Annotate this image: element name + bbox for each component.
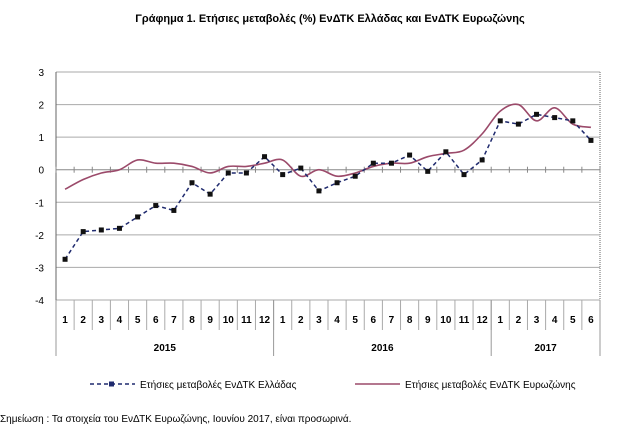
y-tick-label: -1	[35, 198, 44, 209]
data-point-greece	[407, 152, 413, 158]
x-tick-label: 10	[440, 315, 452, 326]
x-tick-label: 12	[477, 315, 489, 326]
x-tick-label: 4	[552, 315, 558, 326]
data-point-greece	[588, 137, 594, 143]
data-point-greece	[370, 160, 376, 166]
year-label: 2016	[371, 343, 394, 354]
data-point-greece	[352, 173, 358, 179]
data-point-greece	[80, 229, 86, 235]
x-tick-label: 5	[570, 315, 576, 326]
x-tick-label: 6	[153, 315, 159, 326]
x-tick-label: 5	[135, 315, 141, 326]
x-tick-label: 7	[389, 315, 395, 326]
series-line-greece	[64, 113, 592, 260]
data-point-greece	[388, 160, 394, 166]
series-line-eurozone	[64, 103, 592, 190]
legend-label-greece: Ετήσιες μεταβολές ΕνΔΤΚ Ελλάδας	[140, 379, 297, 391]
data-point-greece	[461, 172, 467, 178]
x-tick-label: 1	[497, 315, 503, 326]
x-tick-label: 7	[171, 315, 177, 326]
x-tick-label: 11	[459, 315, 470, 326]
x-tick-label: 2	[298, 315, 304, 326]
y-tick-label: 1	[38, 133, 44, 144]
x-tick-label: 3	[534, 315, 540, 326]
data-point-greece	[189, 180, 195, 186]
data-point-greece	[552, 115, 558, 121]
y-tick-label: 0	[38, 166, 44, 177]
x-tick-label: 4	[334, 315, 340, 326]
x-tick-label: 1	[62, 315, 68, 326]
y-tick-label: -3	[35, 263, 44, 274]
legend-label-eurozone: Ετήσιες μεταβολές ΕνΔΤΚ Ευρωζώνης	[405, 379, 576, 391]
footnote: Σημείωση : Τα στοιχεία του ΕνΔΤΚ Ευρωζών…	[0, 413, 351, 425]
data-point-greece	[570, 118, 576, 124]
data-point-greece	[171, 207, 177, 213]
data-point-greece	[116, 225, 122, 231]
y-tick-label: 3	[38, 68, 44, 79]
y-tick-label: -4	[35, 296, 44, 307]
year-label: 2015	[154, 343, 177, 354]
data-point-greece	[534, 111, 540, 117]
data-point-greece	[243, 170, 249, 176]
data-point-greece	[135, 214, 141, 220]
data-point-greece	[207, 191, 213, 197]
year-label: 2017	[534, 343, 557, 354]
x-tick-label: 9	[425, 315, 431, 326]
y-tick-label: -2	[35, 231, 44, 242]
data-point-greece	[425, 168, 431, 174]
data-point-greece	[62, 256, 68, 262]
data-point-greece	[280, 172, 286, 178]
data-point-greece	[443, 149, 449, 155]
x-tick-label: 2	[516, 315, 522, 326]
legend-marker-greece	[109, 381, 114, 387]
x-tick-label: 6	[588, 315, 594, 326]
data-point-greece	[334, 180, 340, 186]
x-tick-label: 6	[371, 315, 377, 326]
data-point-greece	[262, 154, 268, 160]
x-tick-label: 3	[99, 315, 105, 326]
data-point-greece	[153, 203, 159, 209]
x-tick-label: 2	[80, 315, 86, 326]
data-point-greece	[98, 227, 104, 233]
x-tick-label: 10	[223, 315, 235, 326]
x-tick-label: 9	[207, 315, 213, 326]
data-point-greece	[479, 157, 485, 163]
data-point-greece	[225, 170, 231, 176]
x-tick-label: 3	[316, 315, 322, 326]
data-point-greece	[316, 188, 322, 194]
chart-title: Γράφημα 1. Ετήσιες μεταβολές (%) ΕνΔΤΚ Ε…	[135, 13, 525, 25]
y-tick-label: 2	[38, 101, 44, 112]
x-tick-label: 4	[117, 315, 123, 326]
x-tick-label: 8	[407, 315, 413, 326]
plot-border	[55, 71, 601, 301]
data-point-greece	[497, 118, 503, 124]
x-tick-label: 1	[280, 315, 286, 326]
x-tick-label: 11	[241, 315, 252, 326]
data-point-greece	[298, 165, 304, 171]
data-point-greece	[515, 121, 521, 127]
x-tick-label: 12	[259, 315, 271, 326]
x-tick-label: 5	[352, 315, 358, 326]
x-tick-label: 8	[189, 315, 195, 326]
